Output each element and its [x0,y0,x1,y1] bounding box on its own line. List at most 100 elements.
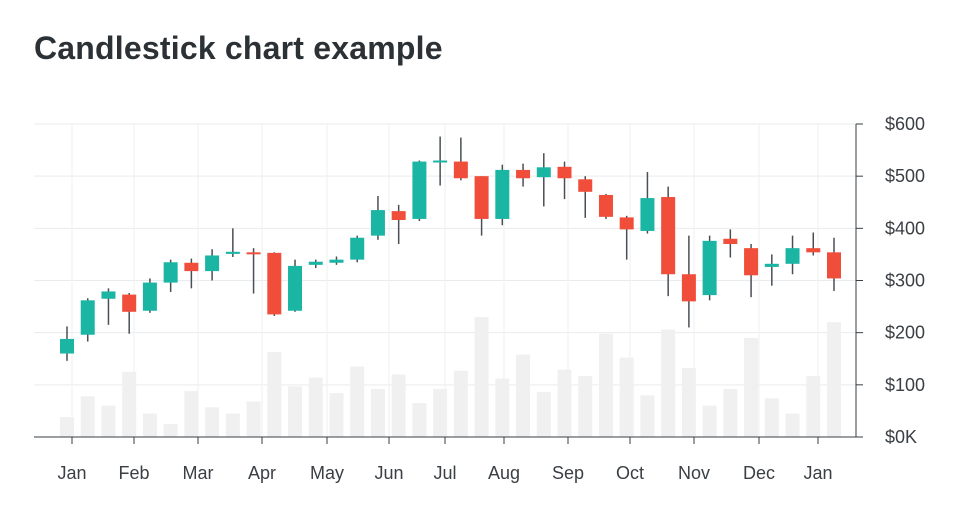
candle-body [598,194,613,217]
volume-bar [495,378,510,437]
volume-bar [661,329,676,437]
volume-bar [246,401,261,437]
candle-body [412,161,427,219]
candle-body [163,262,178,283]
x-tick-label: Jul [433,463,456,483]
candle-body [495,169,510,219]
candle-body [205,255,220,272]
volume-bar [412,403,427,437]
candle-body [681,274,696,302]
candle-body [80,300,95,335]
candle-body [640,198,655,231]
x-tick-label: Jan [57,463,86,483]
volume-bar [225,413,240,437]
y-tick-label: $100 [885,375,925,395]
candle-body [474,176,489,219]
volume-bar [433,389,448,437]
candle-body [764,263,779,267]
volume-bar [557,369,572,437]
candle-body [516,169,531,179]
volume-bar [267,351,282,437]
candle-body [723,238,738,244]
candle-body [453,161,468,179]
candle-body [101,291,116,299]
y-tick-label: $500 [885,166,925,186]
candle-body [184,262,199,272]
volume-bar [764,398,779,437]
x-tick-label: Sep [552,463,584,483]
y-tick-label: $0K [885,427,917,447]
volume-bar [516,354,531,437]
x-tick-label: Feb [118,463,149,483]
chart-title: Candlestick chart example [34,30,443,66]
volume-bar [640,395,655,437]
candle-body [288,265,303,311]
volume-bar [184,391,199,437]
candle-body [744,248,759,276]
candle-body [536,167,551,178]
candle-body [619,217,634,230]
candle-body [329,259,344,263]
volume-bar [205,407,220,437]
x-tick-label: Jun [374,463,403,483]
volume-bar [122,371,137,437]
candle-body [350,237,365,260]
x-tick-label: Apr [248,463,276,483]
volume-bar [453,370,468,437]
candle-body [661,197,676,275]
x-tick-label: Nov [678,463,710,483]
volume-bar [288,386,303,437]
volume-bar [308,377,323,437]
candle-body [246,252,261,255]
volume-bar [744,337,759,437]
volume-bar [578,375,593,437]
candle-body [225,251,240,254]
volume-bar [806,375,821,437]
x-tick-label: Oct [616,463,644,483]
x-tick-label: Mar [183,463,214,483]
x-tick-label: Jan [803,463,832,483]
volume-bar [329,393,344,437]
x-tick-label: Aug [488,463,520,483]
x-tick-label: Dec [743,463,775,483]
volume-bar [370,389,385,437]
volume-bar [350,366,365,437]
volume-bar [619,357,634,437]
candle-body [308,261,323,265]
candle-body [578,179,593,192]
candle-body [142,282,157,311]
volume-bar [536,392,551,437]
candle-body [827,252,841,279]
volume-bars [60,317,841,437]
volume-bar [723,389,738,437]
y-tick-label: $600 [885,114,925,134]
candle-body [806,248,821,253]
volume-bar [681,368,696,437]
candle-body [267,252,282,315]
volume-bar [60,417,74,437]
volume-bar [163,423,178,437]
x-axis-labels: Jan Feb Mar Apr May Jun Jul Aug Sep Oct Nov Dec Jan [57,463,832,483]
candle-body [391,211,406,220]
y-tick-label: $300 [885,271,925,291]
y-axis-labels: $0K $100 $200 $300 $400 $500 $600 [885,114,925,447]
volume-bar [827,322,841,437]
candle-body [702,240,717,296]
candle-body [433,160,448,163]
volume-bar [101,405,116,437]
candle-body [557,166,572,179]
volume-bar [474,317,489,437]
axes [34,123,863,444]
volume-bar [598,333,613,437]
x-tick-label: May [310,463,344,483]
candle-body [122,294,137,312]
candle-body [785,248,800,264]
y-tick-label: $400 [885,218,925,238]
y-tick-label: $200 [885,323,925,343]
candle-body [60,338,74,354]
volume-bar [391,374,406,437]
volume-bar [142,413,157,437]
volume-bar [702,405,717,437]
volume-bar [785,413,800,437]
